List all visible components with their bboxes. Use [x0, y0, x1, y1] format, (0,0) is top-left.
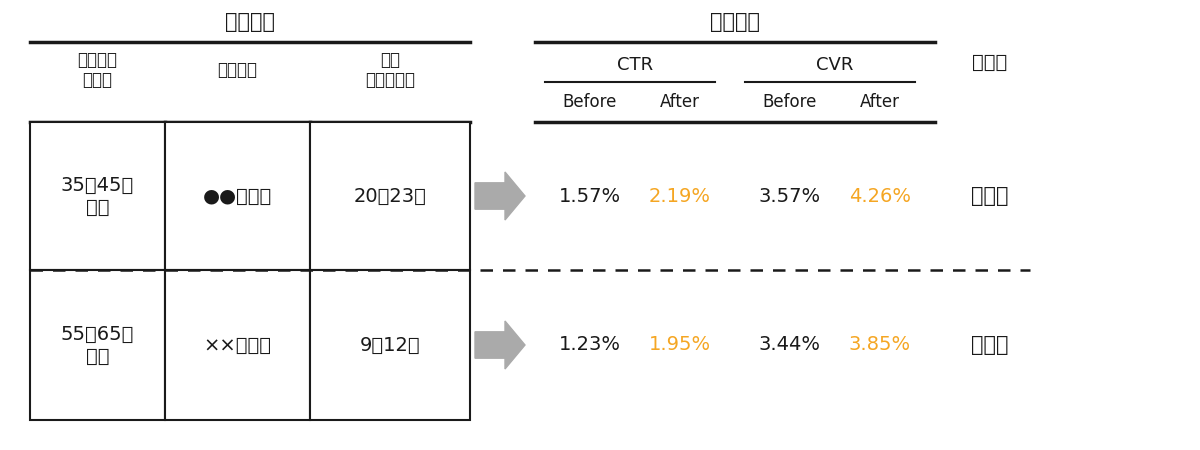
Text: 配信条件: 配信条件: [226, 12, 275, 32]
Text: 3.57%: 3.57%: [758, 186, 821, 206]
Text: 9～12時: 9～12時: [360, 336, 420, 355]
Text: ・・・: ・・・: [971, 186, 1009, 206]
Text: 3.44%: 3.44%: [760, 336, 821, 355]
Text: 3.85%: 3.85%: [848, 336, 911, 355]
Text: After: After: [860, 93, 900, 111]
Text: 1.23%: 1.23%: [559, 336, 622, 355]
Text: 配信結果: 配信結果: [710, 12, 760, 32]
Text: 1.95%: 1.95%: [649, 336, 712, 355]
Text: ・・・: ・・・: [971, 335, 1009, 355]
Polygon shape: [475, 172, 526, 220]
Bar: [166, 122, 310, 270]
Text: CVR: CVR: [816, 56, 853, 74]
Text: 対象施設: 対象施設: [217, 61, 258, 79]
Text: Before: Before: [763, 93, 817, 111]
Text: 配信
タイミング: 配信 タイミング: [365, 50, 415, 90]
Text: 20～23時: 20～23時: [354, 186, 426, 206]
Text: 配信セグ
メント: 配信セグ メント: [78, 50, 118, 90]
Text: ●●ランド: ●●ランド: [203, 186, 272, 206]
Bar: [166, 270, 310, 420]
Text: 2.19%: 2.19%: [649, 186, 710, 206]
Text: 35～45歳
男性: 35～45歳 男性: [61, 176, 134, 216]
Text: After: After: [660, 93, 700, 111]
Text: ・・・: ・・・: [972, 53, 1008, 72]
Bar: [310, 122, 470, 270]
Text: 55～65歳
男性: 55～65歳 男性: [61, 324, 134, 365]
Bar: [30, 270, 166, 420]
Text: CTR: CTR: [617, 56, 653, 74]
Text: 1.57%: 1.57%: [559, 186, 622, 206]
Polygon shape: [475, 321, 526, 369]
Bar: [30, 122, 166, 270]
Bar: [310, 270, 470, 420]
Text: Before: Before: [563, 93, 617, 111]
Text: 4.26%: 4.26%: [850, 186, 911, 206]
Text: ××パーク: ××パーク: [204, 336, 271, 355]
